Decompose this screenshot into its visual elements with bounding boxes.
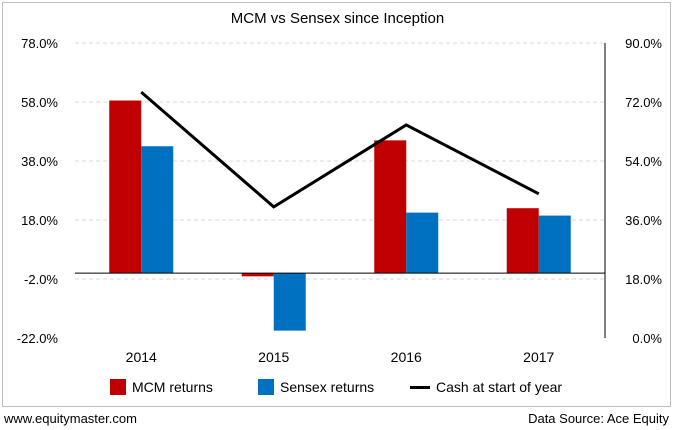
legend-swatch-cash [410,385,430,389]
left-tick-label: 18.0% [21,213,58,228]
right-tick-label: 18.0% [625,272,662,287]
cash-line-path [140,91,540,209]
left-tick-label: 78.0% [21,36,58,51]
right-tick-label: 72.0% [625,95,662,110]
x-tick-label: 2017 [523,349,554,365]
left-tick-label: -22.0% [17,331,59,346]
x-tick-label: 2014 [126,349,157,365]
legend-swatch-sensex [258,379,274,395]
bar-mcm-returns [506,208,539,274]
left-tick-label: 58.0% [21,95,58,110]
right-tick-label: 54.0% [625,154,662,169]
legend-item-cash: Cash at start of year [410,376,562,398]
bar-sensex-returns [273,273,306,331]
x-tick-label: 2016 [391,349,422,365]
left-tick-label: -2.0% [24,272,58,287]
footer-website[interactable]: www.equitymaster.com [4,411,137,426]
left-tick-label: 38.0% [21,154,58,169]
cash-line [140,91,540,209]
bar-mcm-returns [374,140,407,274]
legend-label-cash: Cash at start of year [436,379,563,395]
right-axis-ticks: 90.0% 72.0% 54.0% 36.0% 18.0% 0.0% [625,36,662,346]
footer-source: Data Source: Ace Equity [528,411,669,426]
x-tick-label: 2015 [258,349,289,365]
right-tick-label: 0.0% [632,331,662,346]
bar-sensex-returns [538,215,571,274]
bar-mcm-returns [109,100,142,274]
bars [109,100,571,331]
legend-label-mcm: MCM returns [132,379,213,395]
right-tick-label: 36.0% [625,213,662,228]
legend: MCM returns Sensex returns Cash at start… [0,376,675,398]
legend-label-sensex: Sensex returns [280,379,375,395]
chart-title: MCM vs Sensex since Inception [230,10,445,27]
x-axis-ticks: 2014 2015 2016 2017 [126,349,555,365]
bar-sensex-returns [141,146,174,274]
bar-mcm-returns [241,273,274,277]
legend-swatch-mcm [110,379,126,395]
left-axis-ticks: 78.0% 58.0% 38.0% 18.0% -2.0% -22.0% [17,36,59,346]
right-tick-label: 90.0% [625,36,662,51]
bar-sensex-returns [406,212,439,274]
legend-item-sensex: Sensex returns [258,376,374,398]
legend-item-mcm: MCM returns [110,376,213,398]
